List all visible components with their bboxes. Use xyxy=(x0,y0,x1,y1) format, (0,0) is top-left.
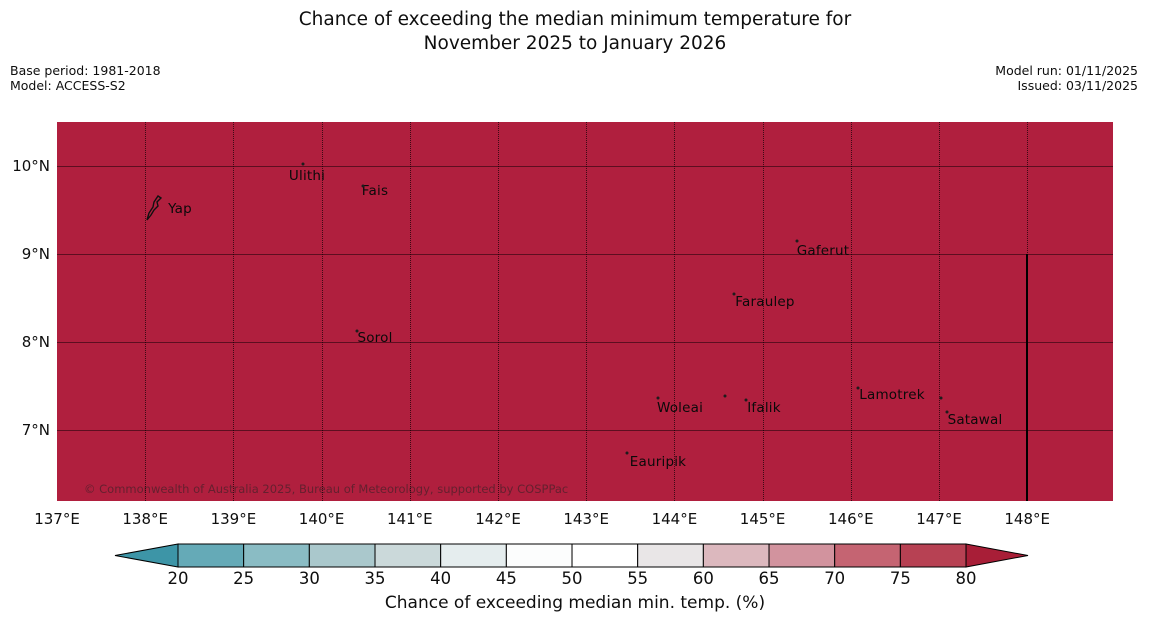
map-plot-area: © Commonwealth of Australia 2025, Bureau… xyxy=(57,122,1113,501)
place-label-gaferut: Gaferut xyxy=(796,243,850,259)
colorbar-tick-label: 50 xyxy=(562,569,583,588)
longitude-gridline xyxy=(939,122,940,501)
issued-date-text: Issued: 03/11/2025 xyxy=(1017,77,1139,93)
longitude-gridline xyxy=(233,122,235,501)
x-axis-tick-label: 140°E xyxy=(298,510,345,528)
longitude-gridline xyxy=(586,122,588,501)
colorbar-tick-label: 30 xyxy=(299,569,320,588)
colorbar-segment xyxy=(702,543,770,568)
place-label-fais: Fais xyxy=(361,183,389,199)
yap-island-shape xyxy=(145,194,165,224)
colorbar-under-arrow xyxy=(114,543,179,568)
place-label-lamotrek: Lamotrek xyxy=(859,387,925,403)
colorbar-tick-label: 55 xyxy=(627,569,648,588)
colorbar-segment xyxy=(505,543,573,568)
atoll-marker-eauripik xyxy=(625,451,629,455)
x-axis-tick-label: 144°E xyxy=(651,510,698,528)
atoll-marker-small xyxy=(939,396,943,400)
atoll-marker-woleai xyxy=(656,396,660,400)
atoll-marker-ifalik xyxy=(744,398,748,402)
colorbar-segment xyxy=(637,543,704,568)
atoll-marker-gaferut xyxy=(795,239,799,243)
yap-island-outline xyxy=(146,195,163,221)
colorbar-tick-label: 25 xyxy=(233,569,254,588)
y-axis-tick-label: 9°N xyxy=(21,245,50,263)
colorbar-tick-label: 20 xyxy=(168,569,189,588)
colorbar-segment xyxy=(243,543,310,568)
atoll-marker-fais xyxy=(361,184,365,188)
atoll-marker-lamotrek xyxy=(856,386,860,390)
longitude-gridline xyxy=(321,122,323,501)
colorbar-tick-label: 80 xyxy=(956,569,977,588)
x-axis-tick-label: 143°E xyxy=(563,510,609,528)
x-axis-tick-label: 137°E xyxy=(34,510,80,528)
colorbar-segment xyxy=(374,543,442,568)
model-name-text: Model: ACCESS-S2 xyxy=(10,77,126,93)
colorbar-label: Chance of exceeding median min. temp. (%… xyxy=(384,593,766,613)
latitude-gridline xyxy=(57,342,1113,343)
colorbar-segment xyxy=(440,543,507,568)
place-label-ifalik: Ifalik xyxy=(747,400,781,416)
atoll-marker-ulithi xyxy=(301,162,305,166)
atoll-marker-faraulep xyxy=(732,292,736,296)
model-metadata-right: Model run: 01/11/2025 Issued: 03/11/2025 xyxy=(995,63,1139,93)
colorbar-segment xyxy=(899,543,967,568)
colorbar-segment xyxy=(834,543,901,568)
atoll-marker-sorol xyxy=(355,329,359,333)
colorbar: 20 25 30 35 40 45 50 55 60 65 70 75 80 xyxy=(114,543,1029,588)
x-axis-tick-label: 141°E xyxy=(386,510,433,528)
colorbar-tick-label: 60 xyxy=(693,569,714,588)
colorbar-tick-label: 65 xyxy=(759,569,780,588)
copyright-notice: © Commonwealth of Australia 2025, Bureau… xyxy=(84,482,569,496)
longitude-gridline xyxy=(145,122,147,501)
colorbar-segment xyxy=(177,543,245,568)
latitude-gridline xyxy=(57,254,1113,255)
latitude-gridline xyxy=(57,430,1113,431)
base-period-text: Base period: 1981-2018 xyxy=(10,63,161,78)
state-boundary-line xyxy=(1026,254,1028,501)
latitude-gridline xyxy=(57,166,1113,167)
y-axis-tick-label: 7°N xyxy=(21,421,50,439)
colorbar-segment xyxy=(571,543,639,568)
place-label-ulithi: Ulithi xyxy=(288,168,326,184)
x-axis-tick-label: 139°E xyxy=(210,510,257,528)
colorbar-tick-label: 45 xyxy=(496,569,517,588)
x-axis-tick-label: 148°E xyxy=(1004,510,1050,528)
y-axis-tick-label: 10°N xyxy=(12,157,50,175)
longitude-gridline xyxy=(498,122,499,501)
x-axis-tick-label: 146°E xyxy=(827,510,874,528)
title-line-1: Chance of exceeding the median minimum t… xyxy=(298,9,852,30)
longitude-gridline xyxy=(762,122,764,501)
longitude-gridline xyxy=(850,122,852,501)
x-axis-tick-label: 138°E xyxy=(122,510,168,528)
atoll-marker-small xyxy=(723,394,727,398)
place-label-woleai: Woleai xyxy=(656,400,704,416)
x-axis-tick-label: 147°E xyxy=(916,510,962,528)
colorbar-segment xyxy=(308,543,376,568)
page-title: Chance of exceeding the median minimum t… xyxy=(0,8,1150,56)
colorbar-tick-label: 40 xyxy=(430,569,451,588)
atoll-marker-satawal xyxy=(945,410,949,414)
longitude-gridline xyxy=(674,122,676,501)
colorbar-tick-label: 35 xyxy=(365,569,386,588)
colorbar-over-arrow xyxy=(965,543,1029,568)
colorbar-tick-label: 70 xyxy=(824,569,845,588)
title-line-2: November 2025 to January 2026 xyxy=(423,33,727,54)
x-axis-tick-label: 145°E xyxy=(739,510,786,528)
model-metadata-left: Base period: 1981-2018 Model: ACCESS-S2 xyxy=(10,63,161,93)
model-run-text: Model run: 01/11/2025 xyxy=(995,63,1138,78)
place-label-yap: Yap xyxy=(168,201,192,217)
place-label-faraulep: Faraulep xyxy=(735,294,795,310)
place-label-satawal: Satawal xyxy=(947,412,1003,428)
colorbar-tick-label: 75 xyxy=(890,569,911,588)
longitude-gridline xyxy=(409,122,411,501)
colorbar-segment xyxy=(768,543,836,568)
x-axis-tick-label: 142°E xyxy=(475,510,521,528)
place-label-eauripik: Eauripik xyxy=(629,454,687,470)
place-label-sorol: Sorol xyxy=(357,330,393,346)
y-axis-tick-label: 8°N xyxy=(21,333,50,351)
